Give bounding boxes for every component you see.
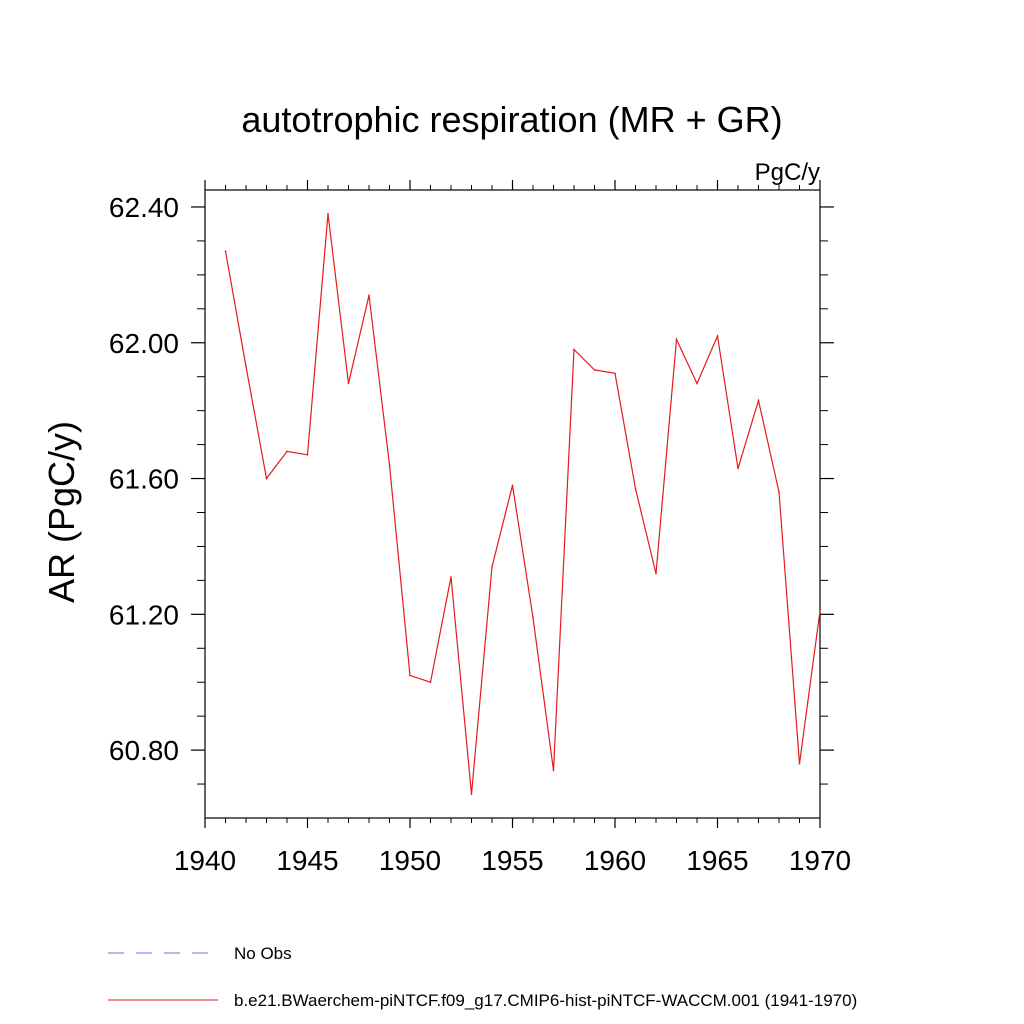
- data-point: [696, 382, 698, 385]
- x-tick-label: 1965: [686, 845, 748, 876]
- data-point: [347, 382, 350, 385]
- data-point: [286, 450, 288, 453]
- data-point: [634, 487, 637, 490]
- x-axis-ticks: 1940 1945 1950 1955 1960 1965 1970: [174, 180, 851, 876]
- data-point: [573, 348, 575, 351]
- data-point: [778, 491, 780, 493]
- data-point: [614, 372, 616, 375]
- data-point: [327, 212, 329, 215]
- data-point: [593, 369, 596, 371]
- data-point: [368, 294, 370, 297]
- data-point: [552, 769, 555, 772]
- data-point: [224, 250, 227, 252]
- y-tick-label: 62.40: [109, 192, 179, 223]
- data-point: [737, 467, 739, 470]
- data-point: [819, 610, 821, 612]
- data-point: [491, 566, 493, 568]
- data-point: [757, 399, 760, 402]
- legend-label-no-obs: No Obs: [234, 944, 292, 963]
- data-point: [306, 453, 309, 456]
- x-tick-label: 1960: [584, 845, 646, 876]
- series-group: [224, 212, 821, 796]
- data-point: [716, 335, 719, 337]
- series-line: [224, 213, 821, 795]
- y-tick-label: 62.00: [109, 328, 179, 359]
- legend: No Obs b.e21.BWaerchem-piNTCF.f09_g17.CM…: [108, 944, 857, 1010]
- x-tick-label: 1940: [174, 845, 236, 876]
- plot-frame: [204, 189, 821, 819]
- data-point: [245, 365, 247, 368]
- y-axis-label: AR (PgC/y): [41, 421, 82, 603]
- data-point: [388, 464, 391, 466]
- data-point: [409, 674, 411, 677]
- data-point: [655, 572, 657, 575]
- x-tick-label: 1955: [481, 845, 543, 876]
- data-point: [470, 793, 473, 796]
- data-point: [675, 338, 678, 341]
- x-tick-label: 1950: [379, 845, 441, 876]
- y-tick-label: 61.20: [109, 599, 179, 630]
- data-point: [798, 762, 801, 765]
- x-tick-label: 1970: [789, 845, 851, 876]
- data-point: [450, 576, 452, 578]
- data-point: [511, 484, 514, 487]
- chart-title: autotrophic respiration (MR + GR): [241, 99, 782, 140]
- data-point: [429, 681, 432, 684]
- units-label: PgC/y: [755, 159, 820, 186]
- y-axis-ticks: 60.80 61.20 61.60 62.00 62.40: [109, 192, 834, 785]
- x-tick-label: 1945: [276, 845, 338, 876]
- data-point: [265, 477, 268, 480]
- legend-label-model-run: b.e21.BWaerchem-piNTCF.f09_g17.CMIP6-his…: [234, 991, 857, 1010]
- data-point: [532, 616, 534, 619]
- y-tick-label: 60.80: [109, 735, 179, 766]
- y-tick-label: 61.60: [109, 464, 179, 495]
